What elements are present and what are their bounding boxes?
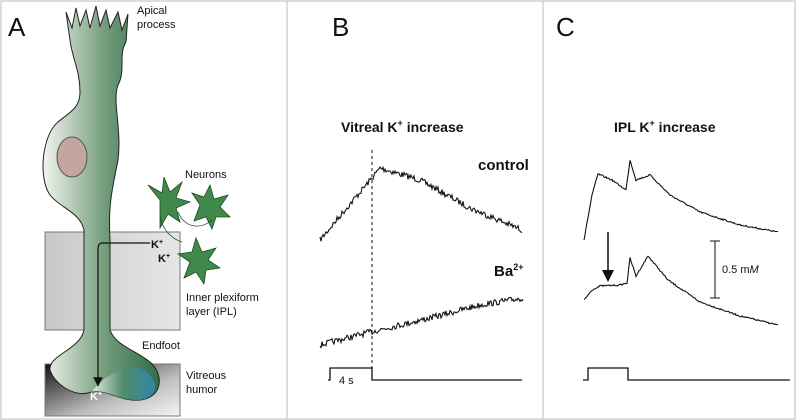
nucleus (56, 136, 88, 178)
scale-bar (710, 240, 720, 299)
recording-trace (583, 160, 779, 241)
endfoot (92, 367, 155, 401)
annotation: Inner plexiform layer (IPL) (186, 292, 259, 318)
stimulus-trace (583, 367, 790, 381)
panel-label: A (8, 12, 26, 42)
panel-frame (0, 0, 288, 420)
neurons (147, 176, 231, 286)
trace-label: control (478, 157, 529, 174)
panel-a: A Apical process Neurons K+ K+ Inner plex… (8, 5, 259, 417)
panel-label: B (332, 12, 349, 42)
annotation: Apical process (137, 5, 176, 31)
trace-label: Ba2+ (494, 262, 523, 280)
k-arrow (93, 242, 150, 387)
time-scale: 4 s (339, 375, 354, 387)
recording-trace (319, 296, 524, 349)
recording-trace (319, 165, 523, 242)
panel-title: Vitreal K+ increase (341, 118, 464, 135)
panel-title: IPL K+ increase (614, 118, 716, 135)
panel-frame (286, 0, 544, 420)
panel-b: B Vitreal K+ increase control Ba2+ 4 s (319, 12, 529, 387)
annotation: Endfoot (142, 340, 180, 352)
stimulus-trace (328, 367, 522, 381)
ion-label: K+ (90, 391, 102, 403)
recording-trace (583, 255, 779, 326)
ion-label: K+ (151, 239, 163, 251)
panel-label: C (556, 12, 575, 42)
annotation: Vitreous humor (186, 370, 227, 396)
ion-label: K+ (158, 253, 170, 265)
annotation: Neurons (185, 169, 227, 181)
scale-label: 0.5 mM (722, 264, 760, 276)
panel-frame (542, 0, 796, 420)
panel-c: C IPL K+ increase 0.5 mM (556, 12, 790, 381)
ipl-layer (44, 231, 181, 331)
